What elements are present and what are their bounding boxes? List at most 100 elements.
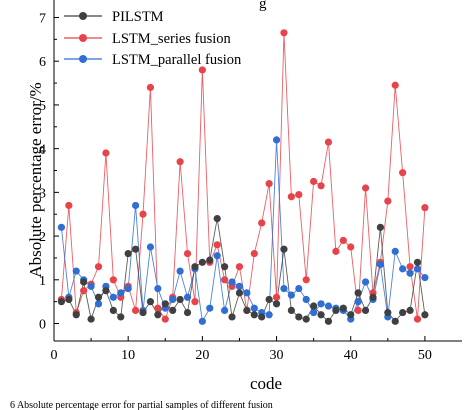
data-point [317,300,325,308]
data-point [421,311,429,319]
data-point [287,193,295,201]
data-point [399,169,407,177]
data-point [265,311,273,319]
data-point [324,302,333,310]
data-point [324,317,333,325]
data-point [102,149,110,157]
data-point [109,276,117,284]
data-point [280,245,288,253]
data-point [132,245,140,253]
data-point [310,308,318,317]
data-point [80,278,88,286]
data-point [183,293,192,301]
legend-label: LSTM_parallel fusion [112,52,242,68]
data-point [272,136,281,144]
data-point [169,306,177,314]
series-1 [61,218,426,323]
data-point [317,311,325,319]
data-point [139,308,147,317]
legend-marker [79,34,87,42]
data-point [154,311,162,319]
data-point [146,298,155,306]
data-point [154,304,162,312]
data-point [132,306,140,314]
data-point [406,269,414,277]
data-point [332,247,340,255]
data-point [347,311,355,319]
data-point [213,241,221,249]
data-point [406,306,414,314]
data-point [310,177,318,186]
data-point [295,190,303,199]
data-point [250,311,258,319]
legend: PILSTM LSTM_series fusion LSTM_parallel fu… [64,9,242,68]
legend-item-3: LSTM_parallel fusion [64,52,242,68]
y-tick-label: 5 [39,99,46,114]
data-point [206,256,214,264]
data-point [243,306,251,314]
data-point [221,306,229,314]
data-point [302,295,310,304]
data-point [124,284,132,293]
data-point [183,249,192,258]
series-layer [57,29,429,325]
data-point [221,263,229,271]
axes: 0 10 20 30 40 50 0 1 2 3 4 5 6 7 [39,0,462,363]
data-point [361,306,370,314]
data-point [109,293,117,301]
data-point [287,291,295,299]
data-point [198,317,206,325]
data-point [361,278,370,286]
data-point [228,313,236,321]
y-tick-label: 0 [39,318,46,333]
data-point [272,293,281,301]
data-point [280,284,288,293]
legend-marker [79,12,87,20]
data-point [399,265,407,273]
x-axis-label: code [250,374,282,393]
data-point [399,308,407,317]
data-point [384,197,392,205]
data-point [206,304,214,312]
data-point [295,313,303,321]
data-point [176,158,184,166]
data-point [413,258,422,266]
data-point [109,306,117,314]
data-point [228,278,236,286]
data-point [339,304,347,312]
series-line [60,32,426,321]
data-point [139,210,147,218]
data-point [258,313,266,321]
data-point [376,260,384,269]
data-point [80,287,88,295]
data-point [302,315,310,323]
data-point [354,298,362,306]
data-point [280,29,288,37]
data-point [235,282,244,290]
data-point [87,282,95,290]
data-point [176,295,184,304]
data-point [265,295,273,304]
x-tick-label: 50 [418,348,432,363]
chart-title-fragment: g [259,0,267,12]
data-point [132,201,140,210]
data-point [213,214,221,223]
data-point [191,263,199,271]
series-2-points [57,29,429,323]
data-point [65,201,73,210]
data-point [391,317,399,325]
legend-label: PILSTM [112,9,164,25]
data-point [117,289,125,297]
data-point [406,263,414,271]
data-point [213,252,221,260]
data-point [391,247,399,255]
data-point [310,302,318,310]
data-point [235,263,244,271]
data-point [198,66,206,74]
y-tick-label: 3 [39,186,46,201]
data-point [391,81,399,89]
data-point [94,300,103,308]
data-point [384,308,392,317]
series-line [61,218,426,323]
